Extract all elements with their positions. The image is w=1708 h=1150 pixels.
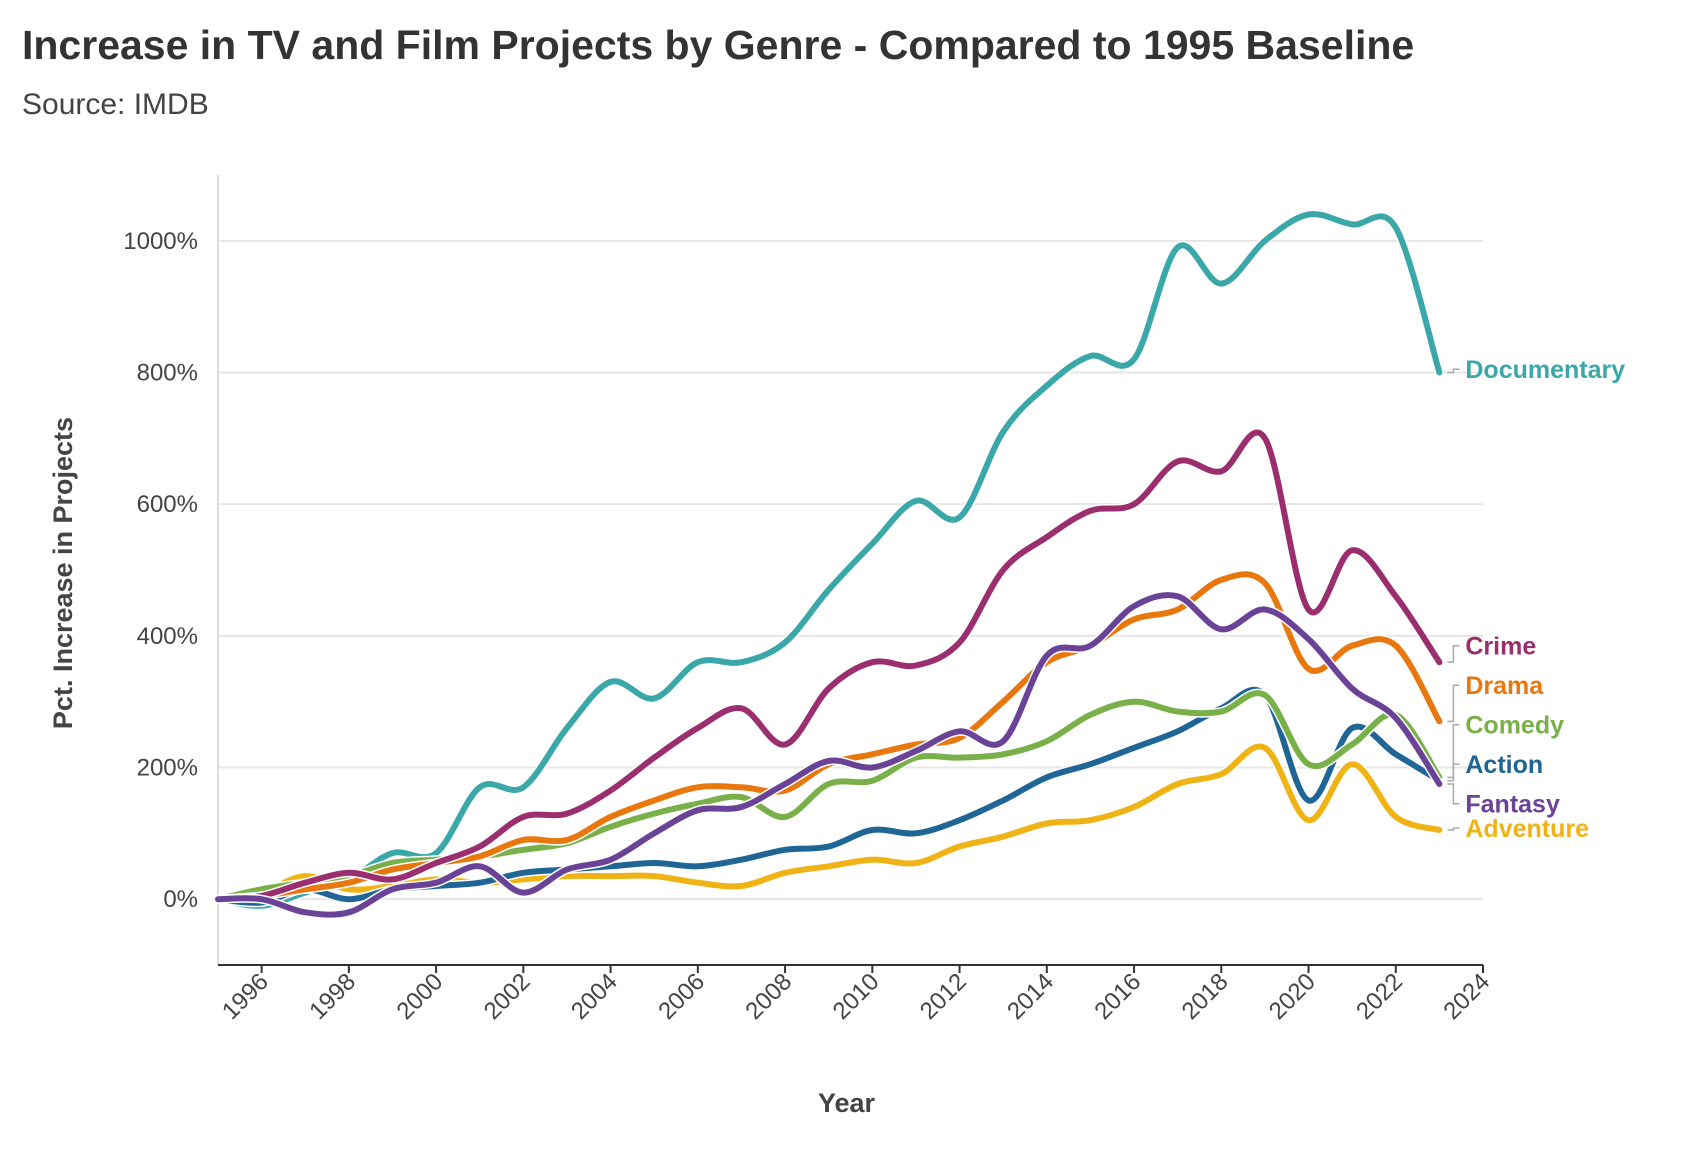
x-tick-label: 2006: [653, 968, 710, 1025]
adventure-series-label: Adventure: [1465, 815, 1589, 843]
x-axis-title: Year: [818, 1088, 876, 1118]
fantasy-label-leader: [1447, 783, 1460, 805]
chart-title: Increase in TV and Film Projects by Genr…: [22, 22, 1415, 68]
documentary-label-leader: [1447, 368, 1460, 374]
x-tick-label: 2018: [1177, 968, 1234, 1025]
x-tick-label: 2004: [566, 968, 623, 1025]
x-tick-label: 2012: [915, 968, 972, 1025]
axes: [217, 175, 1483, 966]
x-tick-label: 2022: [1351, 968, 1408, 1025]
documentary-line: [215, 211, 1443, 909]
y-tick-label: 400%: [137, 623, 198, 650]
drama-series-label: Drama: [1465, 672, 1544, 700]
x-tick-label: 2002: [479, 968, 536, 1025]
x-tick-label: 2024: [1438, 968, 1495, 1025]
gridlines: [218, 239, 1483, 901]
x-tick-label: 2016: [1089, 968, 1146, 1025]
documentary-line-halo: [213, 209, 1444, 911]
x-tick-label: 2010: [828, 968, 885, 1025]
y-tick-labels: 0% 200% 400% 600% 800% 1000%: [123, 228, 198, 913]
x-tick-label: 2000: [392, 968, 449, 1025]
y-tick-label: 0%: [163, 886, 198, 913]
y-tick-label: 1000%: [123, 228, 198, 255]
comedy-series-label: Comedy: [1465, 712, 1564, 740]
series-labels: Documentary Crime Drama Comedy Action Fantasy…: [1465, 356, 1625, 843]
x-tick-label: 2008: [740, 968, 797, 1025]
y-axis-title: Pct. Increase in Projects: [48, 417, 78, 729]
fantasy-line: [215, 592, 1443, 918]
drama-label-leader: [1447, 684, 1460, 723]
chart-subtitle: Source: IMDB: [22, 88, 209, 121]
crime-label-leader: [1447, 644, 1460, 663]
crime-line-halo: [213, 428, 1444, 904]
x-tick-label: 2014: [1002, 968, 1059, 1025]
y-tick-label: 200%: [137, 755, 198, 782]
documentary-series-label: Documentary: [1465, 356, 1625, 384]
action-label-leader: [1447, 763, 1460, 782]
action-series-label: Action: [1465, 751, 1543, 779]
label-leaders: [1447, 368, 1460, 831]
crime-series-label: Crime: [1465, 633, 1536, 661]
crime-line: [215, 429, 1443, 903]
y-tick-label: 800%: [137, 360, 198, 387]
comedy-label-leader: [1447, 723, 1460, 779]
x-tick-label: 2020: [1264, 968, 1321, 1025]
x-tick-label: 1998: [304, 968, 361, 1025]
x-tick-label: 1996: [217, 968, 274, 1025]
adventure-label-leader: [1447, 827, 1460, 831]
fantasy-series-label: Fantasy: [1465, 791, 1560, 819]
x-tick-labels: 1996 1998 2000 2002 2004 2006 2008 2010 2012 2014…: [217, 965, 1495, 1025]
y-tick-label: 600%: [137, 491, 198, 518]
series-lines: [213, 209, 1444, 920]
